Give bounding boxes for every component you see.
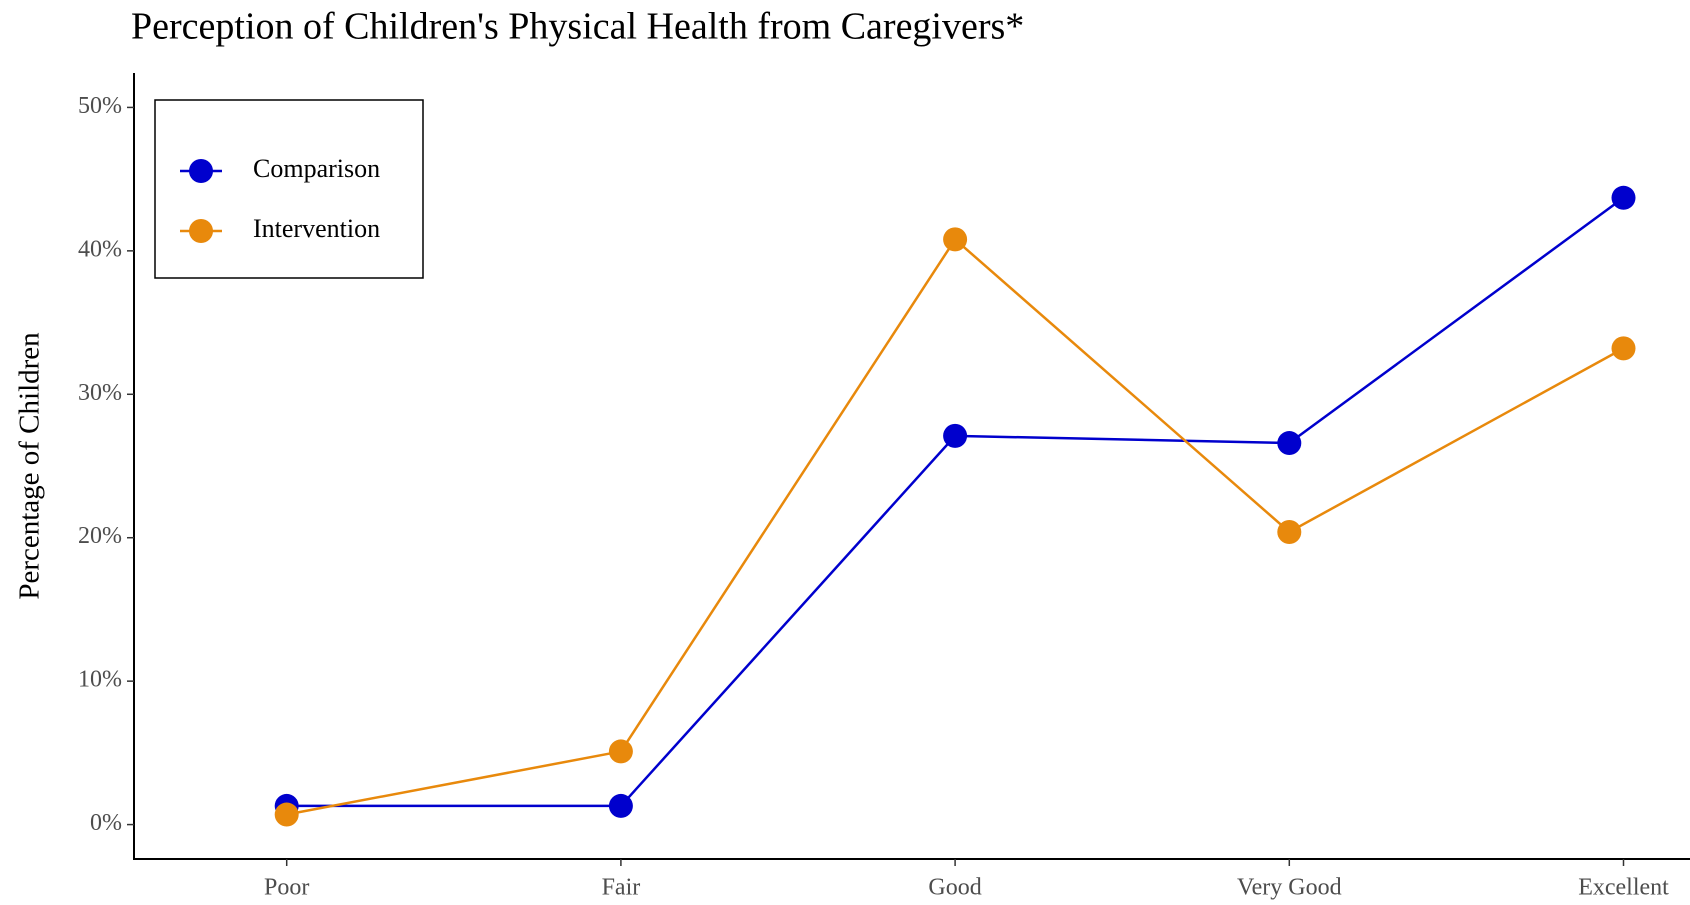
chart-title: Perception of Children's Physical Health…	[131, 6, 1024, 48]
y-tick-label: 10%	[78, 667, 122, 693]
data-point	[1277, 431, 1302, 456]
legend-marker	[189, 159, 213, 183]
legend-label: Comparison	[253, 154, 380, 183]
y-tick-label: 50%	[78, 93, 122, 119]
data-point	[1611, 336, 1636, 361]
series-line	[286, 237, 1625, 816]
data-point	[943, 227, 968, 252]
y-axis-label: Percentage of Children	[14, 332, 46, 600]
data-point	[608, 739, 633, 764]
data-point	[943, 423, 968, 448]
legend-marker	[189, 219, 213, 243]
legend-label: Intervention	[253, 214, 380, 243]
data-point	[608, 793, 633, 818]
x-tick-label: Good	[928, 875, 981, 901]
y-tick-label: 20%	[78, 523, 122, 549]
y-tick-label: 30%	[78, 380, 122, 406]
data-point	[1611, 185, 1636, 210]
y-tick-label: 40%	[78, 236, 122, 262]
x-tick-label: Poor	[264, 875, 309, 901]
data-point	[274, 802, 299, 827]
series-line	[286, 196, 1625, 808]
y-tick-label: 0%	[90, 810, 122, 836]
legend-box	[154, 99, 424, 279]
x-tick-label: Fair	[602, 875, 641, 901]
data-point	[1277, 519, 1302, 544]
x-tick-label: Excellent	[1578, 875, 1669, 901]
x-tick-label: Very Good	[1237, 875, 1342, 901]
